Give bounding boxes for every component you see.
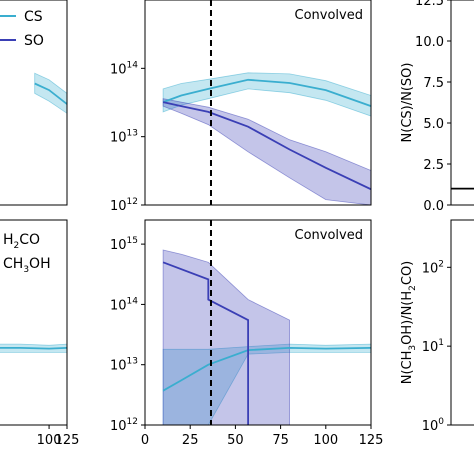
band-CH3OH [162,249,290,425]
axes-frame [144,0,372,206]
series-line-CS [162,78,371,107]
y-tick-label: 1012 [110,197,138,214]
legend-label: CH3OH [3,256,51,275]
x-tick-label: 100 [37,433,62,448]
y-tick-label: 2.5 [423,158,444,173]
x-tick-label: 25 [182,433,199,448]
legend: CS SO [0,9,44,49]
y-tick-label: 7.5 [423,76,444,91]
series-line-CS [34,82,67,105]
panel-annotation: Convolved [295,228,363,243]
panel-top-middle: 1012 1013 1014 Convolved [110,0,372,214]
band-H2CO [162,343,371,425]
y-axis-label: N(CS)/N(SO) [400,63,415,143]
panel-annotation: Convolved [295,8,363,23]
axes-frame [144,219,372,426]
y-axis-label: N(CH3OH)/N(H2CO) [400,261,418,385]
x-tick-label: 0 [141,433,149,448]
y-tick-label: 10.0 [415,35,444,50]
y-tick-label: 12.5 [415,0,444,9]
x-tick-label: 125 [359,433,384,448]
y-tick-label: 1013 [110,129,138,146]
legend-label: H2CO [3,232,40,251]
series-line-SO [162,101,371,191]
legend: H2CO CH3OH [3,232,51,275]
plot-area [0,343,67,353]
y-tick-label: 1012 [110,417,138,434]
legend-label: SO [24,33,44,49]
series-line-H2CO [0,346,67,350]
y-tick-label: 102 [422,259,444,276]
panel-top-left: CS SO [0,0,68,206]
y-tick-label: 1015 [110,236,138,253]
panel-top-right: 0.0 2.5 5.0 7.5 10.0 12.5 N(CS)/N(SO) [400,0,474,214]
series-line-CH3OH [162,261,250,425]
y-tick-label: 5.0 [423,117,444,132]
plot-area [34,72,67,114]
y-tick-label: 0.0 [423,199,444,214]
band-SO [162,98,371,205]
plot-area [162,0,371,205]
axes-frame [450,0,474,206]
x-tick-label: 75 [272,433,289,448]
y-tick-label: 100 [422,417,445,434]
panel-bottom-middle: 0 25 50 75 100 125 1012 1013 1014 1015 Convolved [110,219,384,448]
band-CS [34,72,67,114]
y-tick-label: 101 [422,338,444,355]
x-tick-label: 100 [313,433,338,448]
x-tick-label: 50 [227,433,244,448]
plot-area [162,220,371,425]
y-tick-label: 1014 [110,60,138,77]
axes-frame [0,0,68,206]
x-tick-label: 125 [55,433,80,448]
axes-frame [0,219,68,426]
legend-label: CS [24,9,43,25]
y-tick-label: 1013 [110,357,138,374]
axes-frame [450,219,474,426]
band-CS [162,72,371,117]
y-tick-label: 1014 [110,296,138,313]
